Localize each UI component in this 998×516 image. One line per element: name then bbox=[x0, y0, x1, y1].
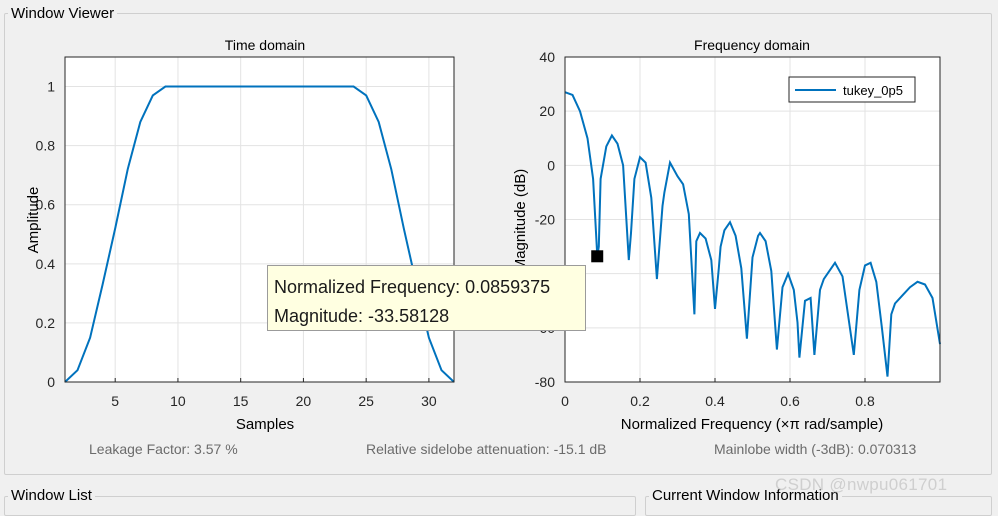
time-plot-title: Time domain bbox=[225, 37, 305, 53]
time-xtick-label: 30 bbox=[421, 393, 437, 409]
window-list-title: Window List bbox=[8, 487, 95, 504]
freq-ytick-label: 20 bbox=[539, 103, 555, 119]
datatip-magnitude: Magnitude: -33.58128 bbox=[274, 306, 450, 326]
freq-ytick-label: -80 bbox=[535, 374, 555, 390]
time-plot-ylabel: Amplitude bbox=[25, 187, 42, 254]
freq-xtick-label: 0 bbox=[561, 393, 569, 409]
time-ytick-label: 0.6 bbox=[36, 197, 56, 213]
time-plot-xlabel: Samples bbox=[236, 416, 294, 433]
time-axes-bg bbox=[65, 57, 454, 382]
window-list-panel bbox=[4, 496, 636, 516]
time-xtick-label: 20 bbox=[296, 393, 312, 409]
time-axes-box bbox=[64, 56, 455, 383]
freq-xtick-label: 0.8 bbox=[855, 393, 875, 409]
time-ytick-label: 0.4 bbox=[36, 256, 56, 272]
time-domain-plot[interactable]: 5 10 15 20 25 30 0 0.2 0.4 0.6 0.8 1 Time domain Sa… bbox=[25, 37, 455, 433]
relative-sidelobe-attenuation: Relative sidelobe attenuation: -15.1 dB bbox=[366, 441, 607, 457]
freq-plot-title: Frequency domain bbox=[694, 37, 810, 53]
time-ytick-label: 0.8 bbox=[36, 138, 56, 154]
mainlobe-width: Mainlobe width (-3dB): 0.070313 bbox=[714, 441, 917, 457]
time-ytick-label: 0 bbox=[47, 374, 55, 390]
datatip[interactable]: Normalized Frequency: 0.0859375 Magnitud… bbox=[267, 265, 586, 331]
freq-series-line bbox=[564, 91, 941, 377]
freq-xtick-label: 0.6 bbox=[780, 393, 800, 409]
leakage-factor: Leakage Factor: 3.57 % bbox=[89, 441, 238, 457]
panel-title: Window Viewer bbox=[8, 5, 118, 22]
time-xtick-label: 5 bbox=[111, 393, 119, 409]
datatip-marker[interactable] bbox=[591, 250, 604, 263]
time-xtick-label: 10 bbox=[170, 393, 186, 409]
freq-xtick-label: 0.4 bbox=[705, 393, 725, 409]
time-ytick-label: 0.2 bbox=[36, 315, 56, 331]
window-viewer-panel bbox=[4, 13, 992, 475]
freq-ytick-label: -20 bbox=[535, 212, 555, 228]
legend-label: tukey_0p5 bbox=[843, 83, 903, 98]
time-series-line bbox=[64, 85, 455, 383]
freq-ytick-label: 40 bbox=[539, 49, 555, 65]
time-xtick-label: 25 bbox=[358, 393, 374, 409]
freq-axes-box bbox=[564, 56, 941, 383]
legend[interactable]: tukey_0p5 bbox=[788, 76, 916, 103]
datatip-frequency: Normalized Frequency: 0.0859375 bbox=[274, 277, 551, 297]
current-window-info-title: Current Window Information bbox=[649, 487, 842, 504]
time-ytick-label: 1 bbox=[47, 79, 55, 95]
freq-plot-xlabel: Normalized Frequency (×π rad/sample) bbox=[621, 416, 884, 433]
freq-ytick-label: 0 bbox=[547, 157, 555, 173]
freq-xtick-label: 0.2 bbox=[630, 393, 650, 409]
time-xtick-label: 15 bbox=[233, 393, 249, 409]
freq-plot-ylabel: Magnitude (dB) bbox=[512, 169, 529, 272]
time-ticks: 5 10 15 20 25 30 0 0.2 0.4 0.6 0.8 1 bbox=[36, 79, 437, 409]
